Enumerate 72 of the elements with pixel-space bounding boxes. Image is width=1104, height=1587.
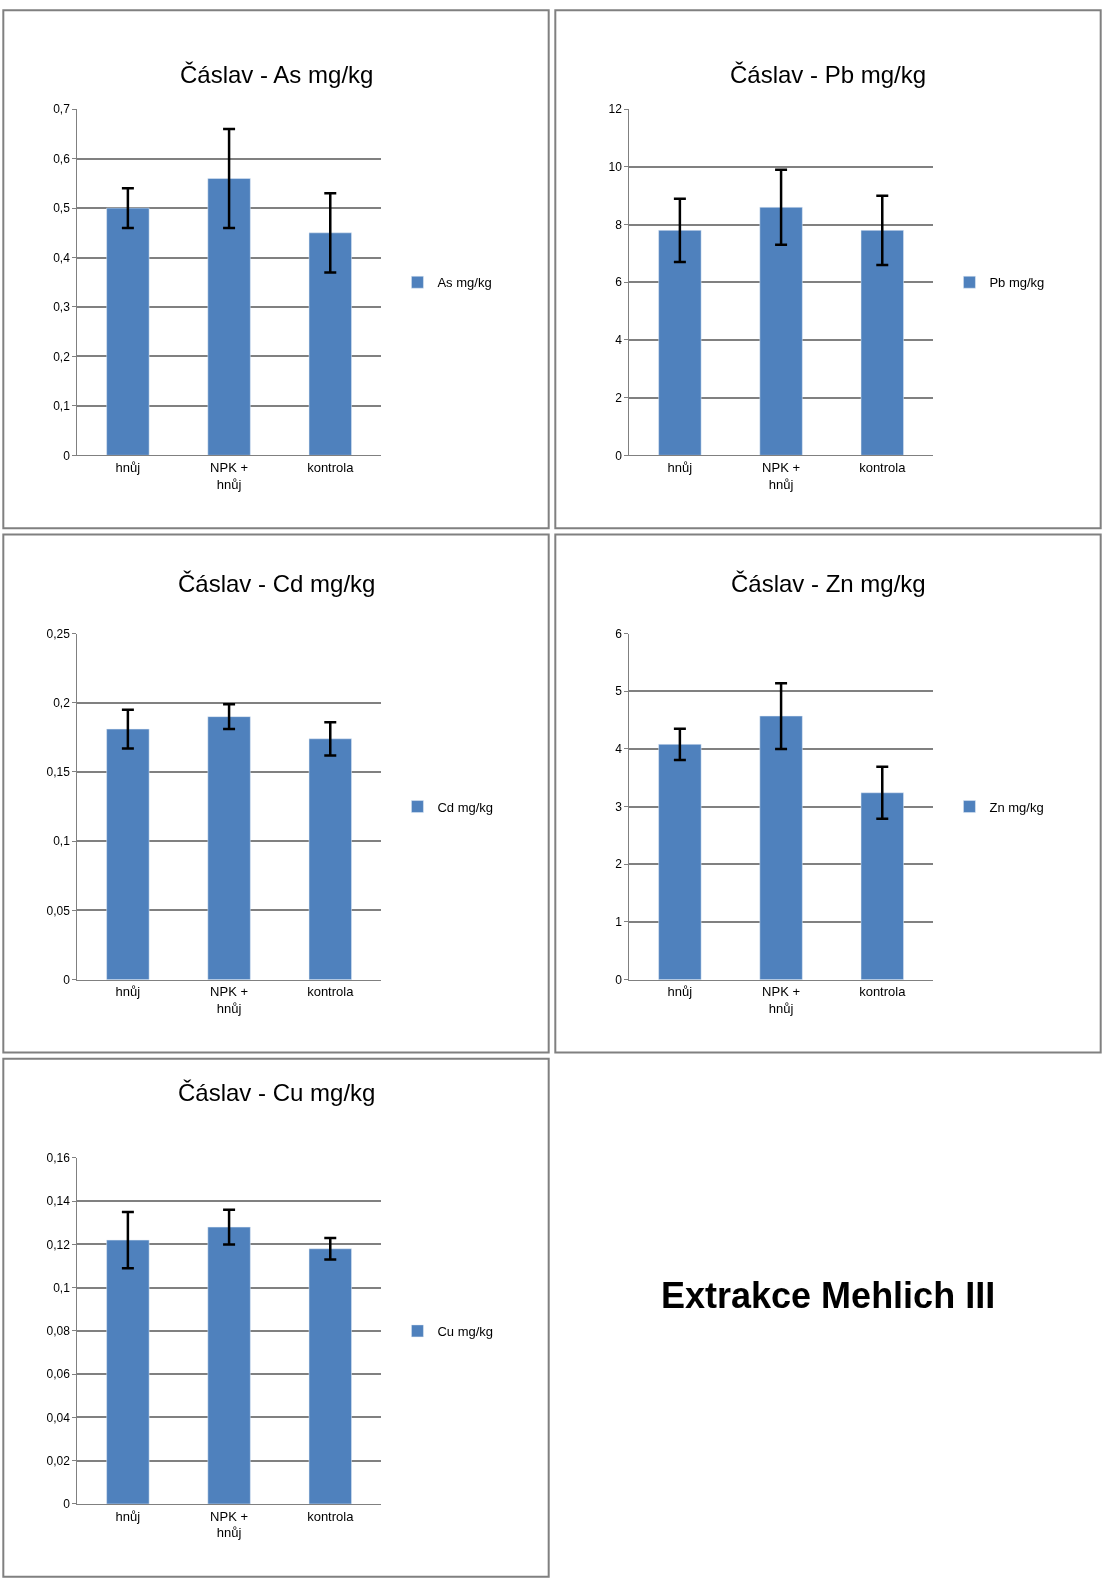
y-tick-label: 0,4 (53, 250, 71, 265)
y-tick-label: 1 (615, 915, 623, 930)
bar (308, 232, 352, 456)
y-tick-label: 0,1 (53, 399, 71, 414)
y-tick-label: 0,06 (46, 1367, 71, 1382)
x-tick-label: hnůj (115, 459, 141, 475)
legend-label: Zn mg/kg (989, 799, 1044, 815)
y-tick-label: 0,14 (46, 1194, 71, 1209)
y-tick-label: 0 (615, 448, 623, 463)
x-tick-label: NPK + hnůj (210, 1508, 249, 1541)
y-tick-label: 0,3 (53, 300, 71, 315)
y-tick-label: 2 (615, 857, 623, 872)
chart-title: Čáslav - Cu mg/kg (178, 1079, 376, 1106)
chart-title: Čáslav - Pb mg/kg (730, 61, 927, 88)
y-tick-label: 0,5 (53, 201, 71, 216)
x-tick-label: hnůj (115, 1508, 141, 1524)
bar (207, 178, 251, 456)
bar (308, 738, 352, 980)
x-tick-label: kontrola (859, 459, 907, 475)
chart-title: Čáslav - Cd mg/kg (178, 570, 376, 597)
y-tick-label: 0,2 (53, 695, 71, 710)
y-tick-label: 6 (615, 275, 623, 290)
y-tick-label: 0,2 (53, 349, 71, 364)
y-tick-label: 0,1 (53, 1280, 71, 1295)
y-tick-label: 0,15 (46, 765, 71, 780)
bar (106, 207, 150, 456)
y-tick-label: 0,7 (53, 102, 71, 117)
x-tick-label: NPK + hnůj (210, 459, 249, 492)
y-tick-label: 0,25 (46, 626, 71, 641)
x-tick-label: kontrola (307, 459, 355, 475)
bar (658, 744, 702, 980)
y-tick-label: 0,08 (46, 1324, 71, 1339)
x-tick-label: NPK + hnůj (762, 984, 801, 1017)
bar (759, 715, 803, 980)
x-tick-label: hnůj (667, 984, 693, 1000)
y-tick-label: 4 (615, 742, 623, 757)
y-tick-label: 6 (615, 626, 623, 641)
y-tick-label: 0,6 (53, 151, 71, 166)
bar (860, 792, 904, 980)
y-tick-label: 0,16 (46, 1151, 71, 1166)
y-tick-label: 0 (63, 1497, 71, 1512)
bar (207, 716, 251, 980)
y-tick-label: 10 (608, 160, 623, 175)
text: Extrakce Mehlich III (661, 1275, 996, 1316)
y-tick-label: 4 (615, 333, 623, 348)
y-tick-label: 0 (63, 448, 71, 463)
y-tick-label: 8 (615, 217, 623, 232)
x-tick-label: hnůj (667, 459, 693, 475)
x-tick-label: NPK + hnůj (762, 459, 801, 492)
chart-title: Čáslav - As mg/kg (180, 61, 374, 88)
legend-label: Pb mg/kg (989, 275, 1045, 291)
bar (106, 728, 150, 980)
y-tick-label: 0,04 (46, 1410, 71, 1425)
y-tick-label: 2 (615, 390, 623, 405)
y-tick-label: 0 (63, 972, 71, 987)
y-tick-label: 0,12 (46, 1237, 71, 1252)
x-tick-label: NPK + hnůj (210, 984, 249, 1017)
y-tick-label: 3 (615, 799, 623, 814)
y-tick-label: 5 (615, 684, 623, 699)
chart-title: Čáslav - Zn mg/kg (731, 570, 926, 597)
x-tick-label: kontrola (307, 1508, 355, 1524)
y-tick-label: 12 (608, 102, 623, 117)
legend-label: Cu mg/kg (437, 1323, 494, 1339)
x-tick-label: kontrola (859, 984, 907, 1000)
x-tick-label: hnůj (115, 984, 141, 1000)
x-tick-label: kontrola (307, 984, 355, 1000)
y-tick-label: 0,02 (46, 1453, 71, 1468)
legend-label: Cd mg/kg (437, 799, 494, 815)
y-tick-label: 0,1 (53, 834, 71, 849)
y-tick-label: 0 (615, 972, 623, 987)
y-tick-label: 0,05 (46, 903, 71, 918)
legend-label: As mg/kg (437, 275, 492, 291)
